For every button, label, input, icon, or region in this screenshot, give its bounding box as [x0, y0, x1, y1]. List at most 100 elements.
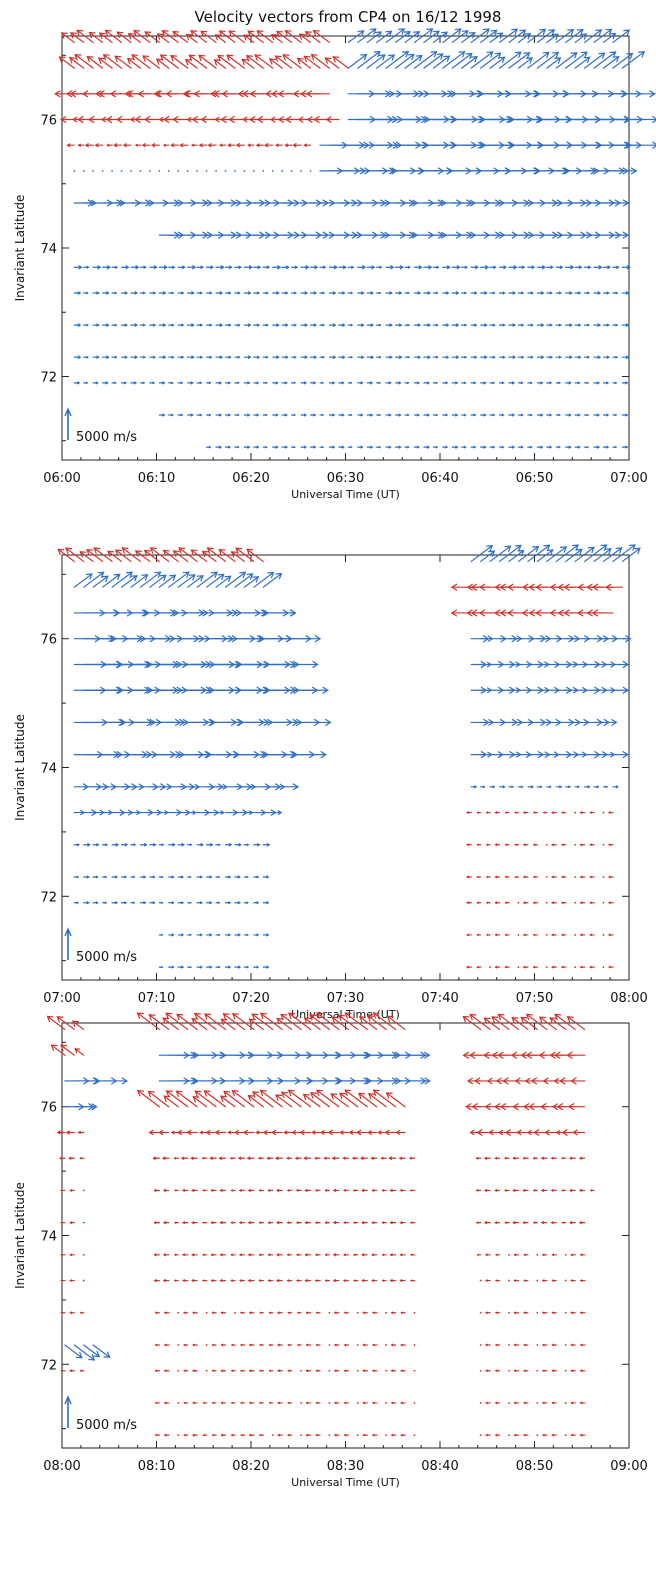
vector-arrowhead: [569, 1188, 573, 1193]
vector-dot: [177, 1369, 180, 1372]
velocity-vector: [57, 548, 75, 563]
velocity-vector: [373, 1089, 397, 1108]
vector-arrowhead: [161, 843, 165, 847]
vector-arrowhead: [171, 933, 175, 937]
vector-arrowhead: [149, 547, 157, 554]
scale-label: 5000 m/s: [76, 430, 137, 445]
velocity-vector: [332, 56, 349, 69]
vector-arrowhead: [549, 355, 553, 359]
vector-arrowhead: [170, 143, 175, 148]
velocity-vector: [120, 575, 138, 588]
vector-arrowhead: [137, 90, 144, 98]
x-tick-label: 08:40: [421, 1459, 458, 1474]
vector-arrowhead: [179, 142, 184, 148]
y-tick-label: 74: [40, 242, 57, 257]
vector-arrowhead: [455, 355, 460, 360]
vector-arrowhead: [486, 51, 494, 58]
vector-arrowhead: [616, 265, 620, 270]
vector-arrowhead: [398, 445, 402, 449]
vector-arrowhead: [181, 842, 185, 847]
vector-arrowhead: [389, 323, 393, 327]
vector-arrowhead: [513, 1253, 517, 1257]
vector-arrowhead: [275, 143, 279, 148]
velocity-vector: [190, 549, 208, 563]
vector-arrowhead: [190, 1156, 194, 1161]
vector-arrowhead: [304, 291, 309, 295]
velocity-vector: [259, 1089, 283, 1108]
y-tick-label: 72: [40, 370, 57, 385]
vector-arrowhead: [341, 381, 345, 385]
velocity-vector: [546, 57, 561, 69]
vector-arrowhead: [464, 323, 468, 327]
vector-arrowhead: [121, 547, 129, 554]
vector-arrowhead: [504, 811, 508, 814]
vector-arrowhead: [180, 965, 185, 969]
vector-arrowhead: [247, 291, 252, 295]
vector-arrowhead: [426, 445, 431, 449]
velocity-vector: [593, 51, 617, 69]
vector-arrowhead: [450, 583, 458, 591]
vector-arrowhead: [628, 544, 636, 551]
vector-arrowhead: [530, 323, 534, 327]
vector-arrowhead: [551, 1279, 555, 1282]
vector-arrowhead: [180, 355, 185, 359]
vector-arrowhead: [520, 785, 524, 789]
vector-arrowhead: [331, 1016, 339, 1024]
vector-arrowhead: [389, 1278, 393, 1283]
vector-arrowhead: [577, 445, 581, 449]
vector-dot: [413, 1402, 416, 1404]
vector-dot: [139, 170, 142, 172]
x-tick-label: 07:10: [138, 991, 175, 1006]
vector-arrowhead: [576, 28, 584, 36]
vector-arrowhead: [181, 265, 186, 270]
vector-arrowhead: [293, 323, 297, 327]
velocity-vector: [508, 29, 526, 44]
vector-dot: [300, 1434, 302, 1437]
vector-arrowhead: [277, 1343, 281, 1347]
vector-arrowhead: [190, 143, 195, 147]
vector-arrowhead: [649, 90, 656, 98]
vector-dot: [489, 966, 491, 969]
vector-arrowhead: [379, 265, 383, 269]
vector-arrowhead: [256, 901, 260, 905]
vector-arrowhead: [417, 323, 422, 327]
vector-arrowhead: [476, 1128, 483, 1136]
vector-arrowhead: [257, 1156, 261, 1160]
vector-arrowhead: [513, 1343, 517, 1347]
vector-arrowhead: [303, 445, 307, 449]
vector-arrowhead: [559, 1077, 566, 1085]
vector-arrowhead: [332, 1278, 337, 1283]
vector-arrowhead: [174, 1189, 177, 1192]
velocity-vector: [330, 1093, 349, 1108]
vector-arrowhead: [256, 933, 260, 937]
vector-arrowhead: [551, 965, 555, 969]
vector-arrowhead: [220, 115, 227, 124]
velocity-vector: [246, 548, 264, 563]
vector-arrowhead: [258, 1343, 262, 1347]
vector-arrowhead: [587, 291, 591, 295]
vector-arrowhead: [514, 875, 517, 879]
vector-arrowhead: [494, 901, 498, 905]
vector-arrowhead: [69, 1311, 73, 1315]
vector-arrowhead: [243, 34, 250, 41]
vector-arrowhead: [596, 445, 601, 449]
vector-arrowhead: [558, 413, 561, 417]
vector-arrowhead: [133, 29, 141, 37]
vector-arrowhead: [170, 54, 178, 62]
vector-arrowhead: [199, 355, 204, 359]
vector-arrowhead: [332, 1220, 337, 1225]
vector-arrowhead: [88, 115, 95, 124]
vector-arrowhead: [305, 264, 310, 270]
vector-arrowhead: [540, 445, 544, 449]
vector-arrowhead: [389, 355, 393, 360]
velocity-vector: [213, 59, 227, 69]
vector-arrowhead: [217, 933, 221, 937]
velocity-vector: [144, 31, 160, 44]
vector-arrowhead: [327, 1129, 334, 1136]
velocity-vector: [165, 1012, 189, 1031]
vector-arrowhead: [214, 1129, 220, 1136]
vector-arrowhead: [549, 413, 553, 417]
vector-arrowhead: [512, 355, 517, 360]
vector-arrowhead: [230, 1279, 233, 1282]
vector-arrowhead: [529, 413, 533, 417]
